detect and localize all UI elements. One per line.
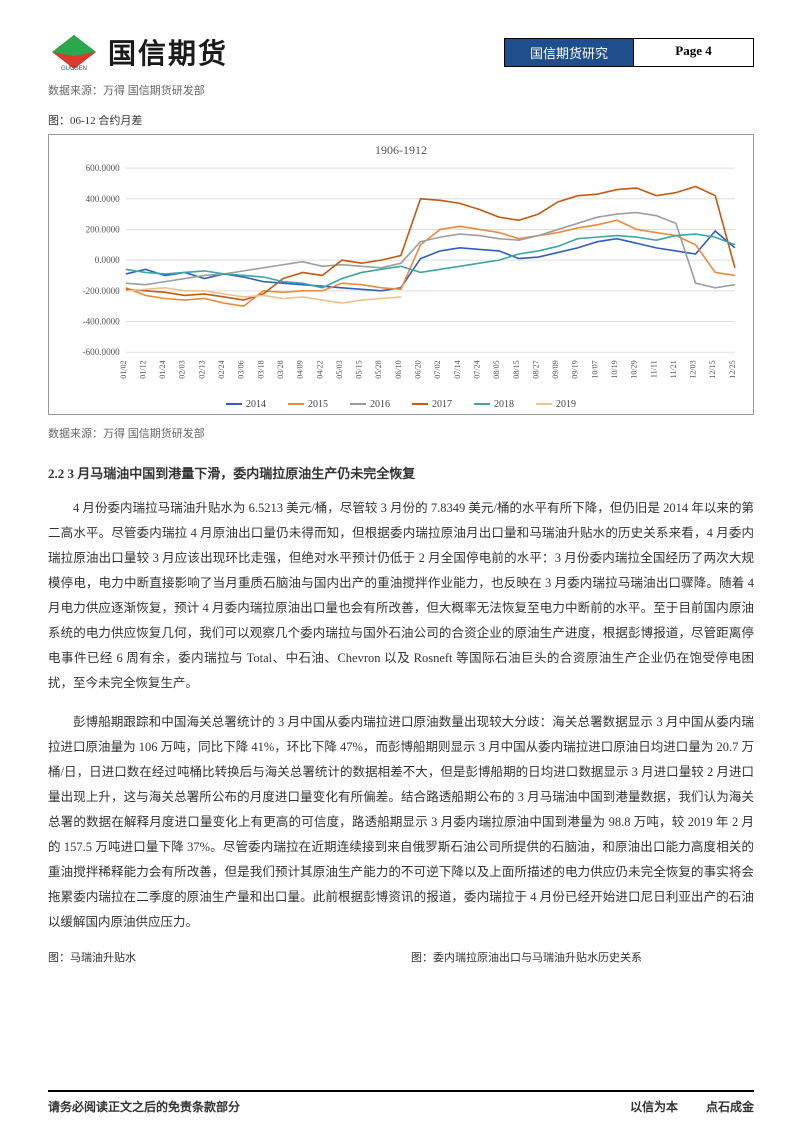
svg-text:01/12: 01/12 (138, 360, 147, 378)
legend-item: 2014 (226, 399, 266, 410)
legend-item: 2019 (536, 399, 576, 410)
legend-swatch-icon (474, 403, 490, 405)
svg-text:600.0000: 600.0000 (86, 163, 121, 173)
svg-text:-600.0000: -600.0000 (83, 347, 121, 357)
legend-swatch-icon (412, 403, 428, 405)
logo-text: 国信期货 (108, 32, 228, 72)
legend-swatch-icon (226, 403, 242, 405)
svg-text:08/15: 08/15 (512, 360, 521, 378)
footer-motto-2: 点石成金 (706, 1098, 754, 1115)
chart1-title: 1906-1912 (57, 143, 745, 158)
section-heading: 2.2 3 月马瑞油中国到港量下滑，委内瑞拉原油生产仍未完全恢复 (48, 463, 754, 482)
svg-text:09/09: 09/09 (551, 360, 560, 378)
svg-text:01/24: 01/24 (158, 360, 167, 378)
svg-text:11/11: 11/11 (649, 360, 658, 378)
header-right: 国信期货研究 Page 4 (504, 38, 754, 67)
svg-text:07/02: 07/02 (433, 360, 442, 378)
svg-text:03/28: 03/28 (276, 360, 285, 378)
svg-text:06/20: 06/20 (414, 360, 423, 378)
svg-text:12/15: 12/15 (708, 360, 717, 378)
svg-text:03/18: 03/18 (256, 360, 265, 378)
svg-text:05/15: 05/15 (355, 360, 364, 378)
svg-text:04/22: 04/22 (315, 360, 324, 378)
svg-text:0.0000: 0.0000 (95, 255, 120, 265)
data-source-2: 数据来源：万得 国信期货研发部 (48, 425, 754, 441)
caption-right: 图：委内瑞拉原油出口与马瑞油升贴水历史关系 (411, 949, 754, 965)
page-header: GUOSEN 国信期货 国信期货研究 Page 4 (48, 32, 754, 72)
chart1-legend: 2014 2015 2016 2017 2018 2019 (57, 395, 745, 410)
bottom-chart-captions: 图：马瑞油升贴水 图：委内瑞拉原油出口与马瑞油升贴水历史关系 (48, 949, 754, 965)
footer: 请务必阅读正文之后的免责条款部分 以信为本 点石成金 (0, 1090, 802, 1115)
svg-text:08/27: 08/27 (531, 360, 540, 378)
legend-label: 2017 (432, 399, 452, 410)
svg-text:10/19: 10/19 (610, 360, 619, 378)
data-source-1: 数据来源：万得 国信期货研发部 (48, 82, 754, 98)
svg-text:200.0000: 200.0000 (86, 224, 121, 234)
legend-item: 2015 (288, 399, 328, 410)
logo-mark-icon: GUOSEN (48, 32, 100, 72)
svg-text:05/03: 05/03 (335, 360, 344, 378)
svg-text:03/06: 03/06 (237, 360, 246, 378)
chart1-caption: 图：06-12 合约月差 (48, 112, 754, 128)
svg-text:10/07: 10/07 (590, 360, 599, 378)
legend-item: 2016 (350, 399, 390, 410)
svg-text:11/21: 11/21 (669, 360, 678, 378)
svg-text:01/02: 01/02 (119, 360, 128, 378)
svg-text:10/29: 10/29 (630, 360, 639, 378)
logo: GUOSEN 国信期货 (48, 32, 228, 72)
legend-swatch-icon (350, 403, 366, 405)
footer-motto-1: 以信为本 (630, 1098, 678, 1115)
line-chart-svg: -600.0000 -400.0000 -200.0000 0.0000 200.000… (57, 162, 745, 395)
svg-text:400.0000: 400.0000 (86, 194, 121, 204)
legend-label: 2014 (246, 399, 266, 410)
svg-text:05/28: 05/28 (374, 360, 383, 378)
chart1: 1906-1912 -600.0000 -400.0000 -200.0000 0.0… (48, 134, 754, 415)
legend-swatch-icon (536, 403, 552, 405)
footer-disclaimer: 请务必阅读正文之后的免责条款部分 (48, 1098, 240, 1115)
page-number-box: Page 4 (634, 38, 754, 67)
legend-label: 2015 (308, 399, 328, 410)
legend-label: 2016 (370, 399, 390, 410)
svg-text:07/24: 07/24 (472, 360, 481, 378)
paragraph-2: 彭博船期跟踪和中国海关总署统计的 3 月中国从委内瑞拉进口原油数量出现较大分歧：… (48, 710, 754, 935)
svg-text:09/19: 09/19 (571, 360, 580, 378)
svg-text:06/10: 06/10 (394, 360, 403, 378)
legend-label: 2018 (494, 399, 514, 410)
svg-text:04/09: 04/09 (296, 360, 305, 378)
svg-text:-200.0000: -200.0000 (83, 286, 121, 296)
legend-item: 2018 (474, 399, 514, 410)
svg-text:02/24: 02/24 (217, 360, 226, 378)
svg-text:12/25: 12/25 (728, 360, 737, 378)
svg-text:12/03: 12/03 (689, 360, 698, 378)
research-box: 国信期货研究 (504, 38, 634, 67)
legend-label: 2019 (556, 399, 576, 410)
logo-sub: GUOSEN (61, 66, 87, 72)
caption-left: 图：马瑞油升贴水 (48, 949, 391, 965)
svg-text:-400.0000: -400.0000 (83, 317, 121, 327)
legend-item: 2017 (412, 399, 452, 410)
paragraph-1: 4 月份委内瑞拉马瑞油升贴水为 6.5213 美元/桶，尽管较 3 月份的 7.… (48, 496, 754, 696)
legend-swatch-icon (288, 403, 304, 405)
svg-text:02/13: 02/13 (197, 360, 206, 378)
svg-text:08/05: 08/05 (492, 360, 501, 378)
svg-text:02/03: 02/03 (178, 360, 187, 378)
svg-text:07/14: 07/14 (453, 360, 462, 378)
